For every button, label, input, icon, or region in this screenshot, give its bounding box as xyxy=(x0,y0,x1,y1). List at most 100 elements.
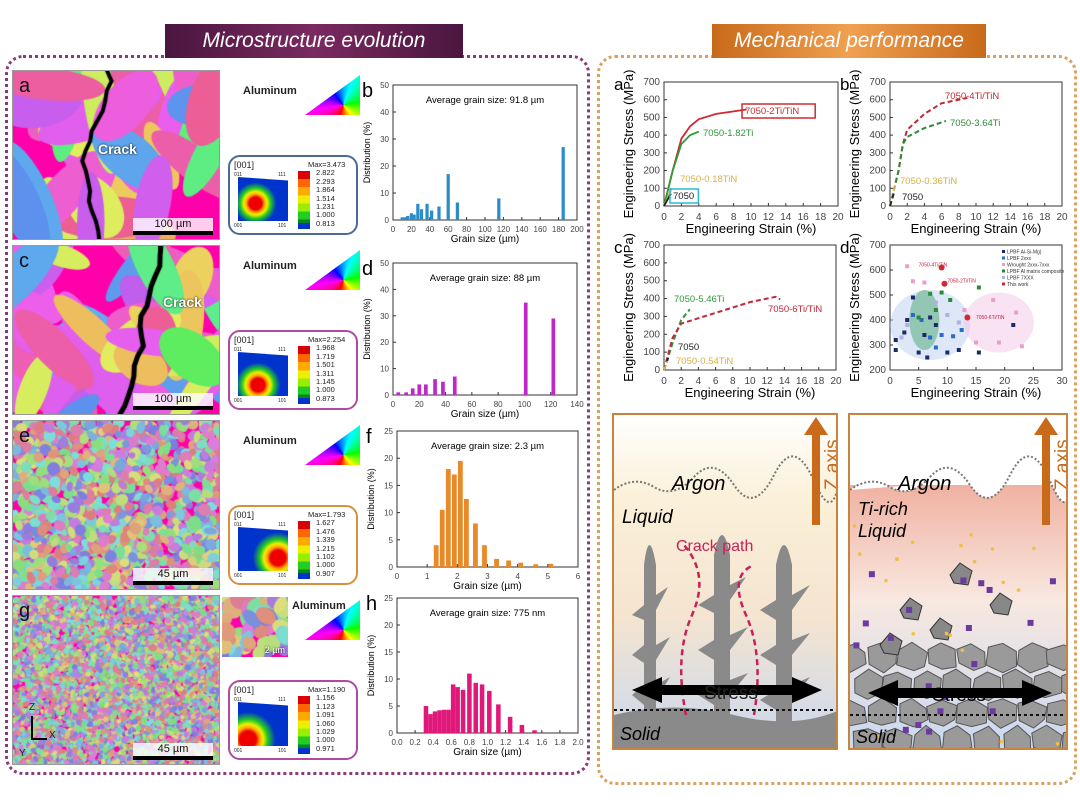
data-point xyxy=(922,280,927,285)
pole-figure-box: [001] 011 111 001 101 Max=1.793 1.627 1.47… xyxy=(228,505,358,585)
histogram-bar xyxy=(433,379,437,395)
inset-scale-label: 2 µm xyxy=(264,645,285,655)
y-tick-label: 200 xyxy=(869,365,886,376)
histogram-bar xyxy=(446,174,450,220)
pole-figure-box: [001] 011 111 001 101 Max=2.254 1.968 1.71… xyxy=(228,330,358,410)
level-value: 1.060 xyxy=(316,718,335,728)
data-point xyxy=(933,308,938,312)
y-tick-label: 600 xyxy=(643,95,660,106)
histogram-bar xyxy=(410,388,415,395)
y-tick-label: 400 xyxy=(643,130,660,141)
crack-label: Crack xyxy=(98,141,137,157)
x-tick-label: 10 xyxy=(744,376,756,387)
x-tick-label: 0.6 xyxy=(446,738,458,747)
highlight-box xyxy=(669,188,700,204)
histogram-bar xyxy=(519,724,525,733)
histogram-bar xyxy=(455,202,460,220)
histogram-bar xyxy=(406,215,410,220)
panel-letter: h xyxy=(366,593,377,615)
chart-title: Average grain size: 88 µm xyxy=(430,273,540,284)
data-point xyxy=(956,348,961,352)
histogram-bar xyxy=(497,198,501,220)
chart-sa: 0 2 4 6 8 10 12 14 16 18 200100200300400500600700E… xyxy=(614,70,844,236)
y-tick-label: 600 xyxy=(869,265,886,276)
x-tick-label: 60 xyxy=(467,400,476,409)
curve-label: 7050-1.82Ti xyxy=(703,128,753,139)
histogram-bar xyxy=(425,203,429,220)
data-point xyxy=(962,308,967,312)
histogram-bar xyxy=(494,558,499,567)
histogram-bar xyxy=(523,302,528,395)
x-tick-label: 4 xyxy=(696,376,702,387)
ti-particle xyxy=(876,734,881,739)
legend-marker xyxy=(1002,250,1005,253)
x-tick-label: 0 xyxy=(887,212,893,223)
x-tick-label: 12 xyxy=(762,376,774,387)
plot-area xyxy=(392,262,578,396)
x-tick-label: 20 xyxy=(407,225,416,234)
y-tick-label: 700 xyxy=(643,77,660,88)
scale-bar-label: 45 µm xyxy=(157,568,189,580)
solid-label: Solid xyxy=(620,724,661,744)
y-tick-label: 5 xyxy=(389,702,394,711)
histogram-bar xyxy=(409,213,414,220)
y-axis-label: Distribution (%) xyxy=(362,298,372,360)
y-axis: Y xyxy=(19,748,26,759)
y-tick-label: 15 xyxy=(384,481,393,490)
x-tick-label: 100 xyxy=(518,400,532,409)
data-point xyxy=(910,279,915,284)
x-tick-label: 14 xyxy=(1005,212,1017,223)
stress-strain-curve xyxy=(663,360,669,371)
x-tick-label: 140 xyxy=(570,400,584,409)
data-point xyxy=(939,333,944,337)
x-tick-label: 8 xyxy=(731,212,737,223)
grain xyxy=(1016,642,1049,674)
plot-area xyxy=(889,81,1063,207)
data-point xyxy=(945,313,950,317)
tin-particle xyxy=(915,722,922,729)
z-axis: Z xyxy=(29,702,36,713)
color-scale xyxy=(298,696,310,754)
tin-particle xyxy=(926,728,933,735)
data-point xyxy=(948,298,953,302)
y-tick-label: 10 xyxy=(380,365,389,374)
x-tick-label: 8 xyxy=(956,212,962,223)
panel-letter: c xyxy=(19,250,29,272)
grain xyxy=(987,698,1018,729)
scale-bar-label: 100 µm xyxy=(154,218,192,230)
histogram-bar xyxy=(450,684,456,733)
histogram-bar xyxy=(439,509,445,567)
annotation: 7050-6Ti/TiN xyxy=(976,315,1005,321)
x-tick-label: 10 xyxy=(745,212,757,223)
x-tick-label: 2 xyxy=(678,376,684,387)
ti-particle xyxy=(959,543,963,548)
ti-particle xyxy=(857,552,862,556)
ti-particle xyxy=(972,559,977,564)
x-tick-label: 1.0 xyxy=(482,738,494,747)
level-value: 1.000 xyxy=(316,385,335,395)
pf-corner-label: 101 xyxy=(278,573,287,579)
y-tick-label: 0 xyxy=(880,201,886,212)
plot-area xyxy=(392,84,578,221)
histogram-bar xyxy=(441,381,445,395)
y-tick-label: 5 xyxy=(389,536,394,545)
x-axis-label: Engineering Strain (%) xyxy=(911,221,1042,236)
argon-label-right: Argon xyxy=(897,473,951,495)
grain xyxy=(1003,724,1032,748)
histogram-bar xyxy=(451,474,457,567)
argon-label: Argon xyxy=(671,473,725,495)
curve-label: 7050-4Ti/TiN xyxy=(945,91,999,102)
y-tick-label: 100 xyxy=(643,347,660,358)
x-tick-label: 16 xyxy=(1022,212,1034,223)
y-tick-label: 400 xyxy=(869,130,886,141)
x-tick-label: 15 xyxy=(970,376,982,387)
data-point xyxy=(941,280,948,287)
panel-letter: f xyxy=(366,426,372,448)
ti-particle xyxy=(1032,546,1036,551)
curve-label: 7050 xyxy=(673,191,694,202)
panel-letter: d xyxy=(840,238,849,257)
x-tick-label: 14 xyxy=(779,376,791,387)
grain xyxy=(1045,644,1066,672)
legend-entry: LPBF Al-Si-Mg) xyxy=(1007,250,1042,256)
tin-particle xyxy=(1027,619,1034,626)
